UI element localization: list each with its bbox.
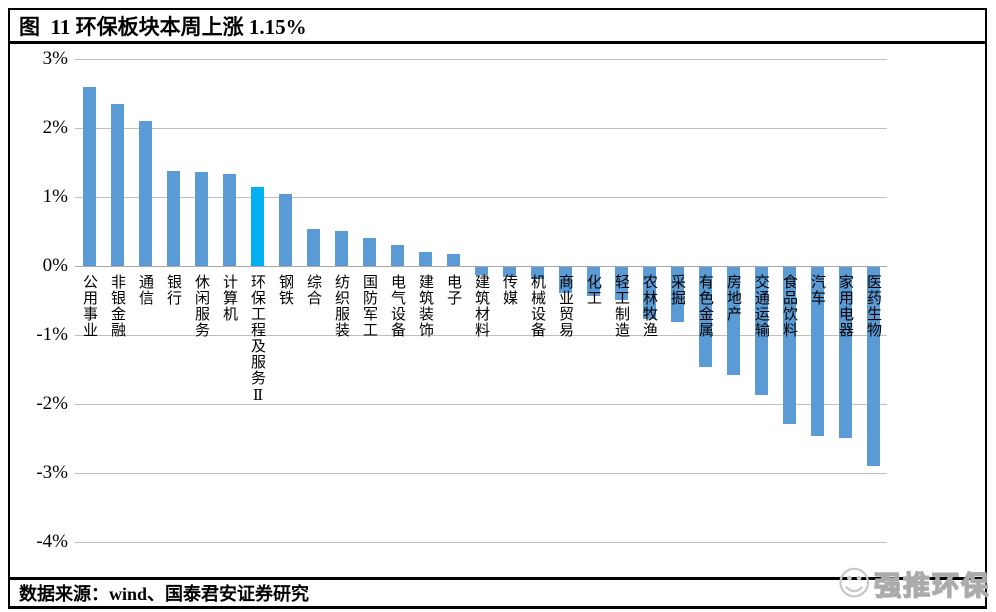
zero-gridline	[75, 266, 887, 267]
bar	[754, 267, 768, 395]
category-label: 商业贸易	[557, 274, 573, 338]
category-label: 非银金融	[109, 274, 125, 338]
category-label: 钢铁	[277, 274, 293, 306]
y-tick-label: 3%	[42, 48, 68, 69]
bar	[278, 193, 292, 266]
gridline	[75, 404, 887, 405]
bar	[446, 254, 460, 266]
category-label: 医药生物	[865, 274, 881, 338]
bar	[558, 267, 572, 294]
bar	[698, 267, 712, 368]
category-label: 建筑装饰	[417, 274, 433, 338]
source-note: 数据来源：wind、国泰君安证券研究	[10, 577, 985, 606]
bar	[194, 172, 208, 266]
bar	[810, 267, 824, 437]
bar	[866, 267, 880, 466]
gridline	[75, 59, 887, 60]
gridline	[75, 128, 887, 129]
bar	[362, 238, 376, 266]
bar	[166, 170, 180, 266]
gridline	[75, 473, 887, 474]
category-label: 通信	[137, 274, 153, 306]
bar	[418, 252, 432, 266]
category-label: 家用电器	[837, 274, 853, 338]
bar	[530, 267, 544, 280]
category-label: 建筑材料	[473, 274, 489, 338]
category-label: 国防军工	[361, 274, 377, 338]
category-label: 电子	[445, 274, 461, 306]
bar	[306, 229, 320, 266]
y-tick-label: -1%	[36, 324, 68, 345]
gridline	[75, 197, 887, 198]
category-label: 传媒	[501, 274, 517, 306]
category-label: 休闲服务	[193, 274, 209, 338]
bar	[110, 103, 124, 266]
plot-area: 3% 2% 1% 0% -1% -2% -3% -4% 公用事业 非银金融 通信 银行 休闲服务 计算机环…	[10, 44, 985, 577]
bar	[390, 245, 404, 266]
category-label: 电气设备	[389, 274, 405, 338]
y-tick-label: -2%	[36, 393, 68, 414]
category-label: 汽车	[809, 274, 825, 306]
category-label: 综合	[305, 274, 321, 306]
bar	[334, 230, 348, 266]
category-label: 机械设备	[529, 274, 545, 338]
bar-highlighted	[250, 186, 264, 266]
bar	[222, 173, 236, 266]
y-tick-label: 0%	[42, 255, 68, 276]
gridline	[75, 542, 887, 543]
bar	[642, 267, 656, 319]
category-label: 环保工程及服务Ⅱ	[249, 274, 265, 405]
y-tick-label: 1%	[42, 186, 68, 207]
bar	[82, 86, 96, 266]
category-label: 采掘	[669, 274, 685, 306]
bar	[838, 267, 852, 439]
y-tick-label: -4%	[36, 531, 68, 552]
category-label: 计算机	[221, 274, 237, 322]
bar	[670, 267, 684, 323]
category-label: 轻工制造	[613, 274, 629, 338]
bar	[726, 267, 740, 376]
bar	[138, 121, 152, 266]
category-label: 化工	[585, 274, 601, 306]
bar	[782, 267, 796, 424]
figure-title: 图 11 环保板块本周上涨 1.15%	[10, 10, 985, 44]
y-tick-label: 2%	[42, 117, 68, 138]
category-label: 食品饮料	[781, 274, 797, 338]
category-label: 银行	[165, 274, 181, 306]
category-label: 有色金属	[697, 274, 713, 338]
bar	[474, 267, 488, 276]
gridline	[75, 335, 887, 336]
category-label: 交通运输	[753, 274, 769, 338]
category-label: 纺织服装	[333, 274, 349, 338]
category-label: 公用事业	[81, 274, 97, 338]
figure-frame: 图 11 环保板块本周上涨 1.15% 3% 2% 1% 0% -1% -2% -3% -4%…	[8, 8, 987, 609]
bar	[614, 267, 628, 301]
category-label: 房地产	[725, 274, 741, 322]
category-label: 农林牧渔	[641, 274, 657, 338]
bar	[502, 267, 516, 278]
y-tick-label: -3%	[36, 462, 68, 483]
bar	[586, 267, 600, 296]
